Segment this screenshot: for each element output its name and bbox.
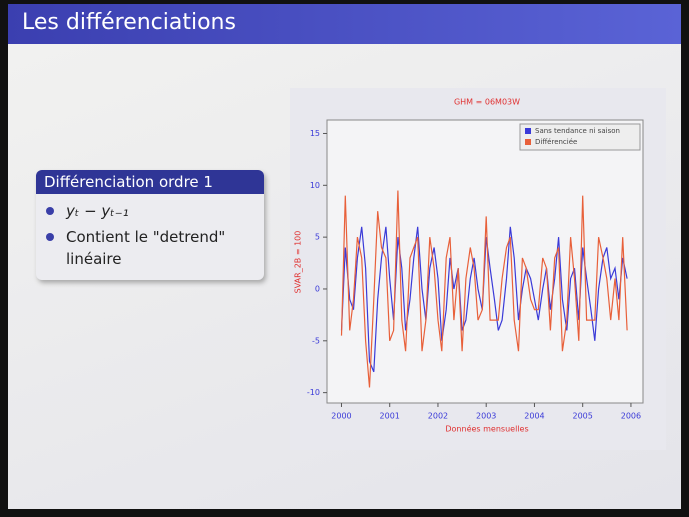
chart-title: GHM = 06M03W — [454, 98, 520, 107]
legend-swatch — [525, 139, 531, 145]
y-axis-label: SVAR_2B = 100 — [294, 231, 303, 294]
x-tick-label: 2002 — [428, 412, 448, 421]
x-axis-label: Données mensuelles — [445, 424, 528, 434]
item: Contient le "detrend" linéaire — [46, 226, 264, 270]
item: yₜ − yₜ₋₁ — [46, 200, 264, 222]
block: Différenciation ordre 1 yₜ − yₜ₋₁ Contie… — [36, 170, 264, 280]
legend-label: Sans tendance ni saison — [535, 127, 620, 135]
x-tick-label: 2006 — [621, 412, 641, 421]
y-tick-label: 10 — [310, 181, 320, 190]
list: yₜ − yₜ₋₁ Contient le "detrend" linéaire — [36, 200, 264, 270]
x-tick-label: 2005 — [573, 412, 593, 421]
block-title: Différenciation ordre 1 — [36, 170, 264, 194]
x-tick-label: 2004 — [524, 412, 544, 421]
y-tick-label: -10 — [307, 388, 320, 397]
y-tick-label: 5 — [315, 233, 320, 242]
x-tick-label: 2003 — [476, 412, 496, 421]
legend-box — [519, 123, 641, 151]
series-line — [340, 190, 628, 388]
y-tick-label: 0 — [315, 284, 320, 293]
slide-title: Les différenciations — [8, 4, 681, 44]
legend-swatch — [525, 128, 531, 134]
x-tick-label: 2000 — [331, 412, 351, 421]
legend-label: Différenciée — [535, 138, 577, 146]
y-tick-label: 15 — [310, 129, 320, 138]
x-tick-label: 2001 — [380, 412, 400, 421]
y-tick-label: -5 — [312, 336, 320, 345]
